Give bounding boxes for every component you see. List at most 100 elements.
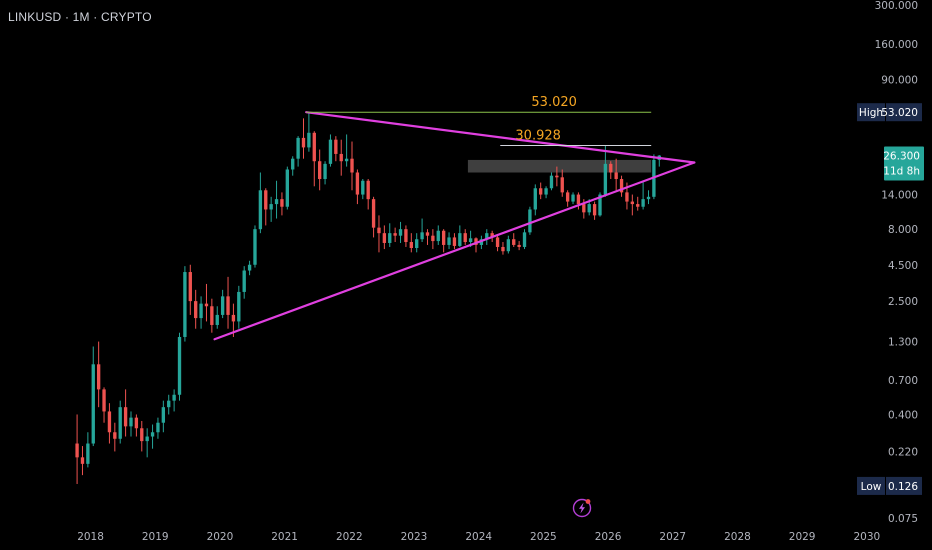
candle[interactable] bbox=[393, 227, 397, 243]
candle[interactable] bbox=[145, 428, 149, 458]
candle[interactable] bbox=[544, 186, 548, 199]
candle[interactable] bbox=[96, 341, 101, 408]
candle[interactable] bbox=[161, 400, 166, 433]
candle[interactable] bbox=[512, 233, 516, 247]
candle[interactable] bbox=[409, 233, 413, 253]
candle[interactable] bbox=[242, 266, 246, 299]
candle[interactable] bbox=[75, 414, 79, 484]
candle[interactable] bbox=[210, 298, 214, 333]
candle[interactable] bbox=[619, 175, 624, 197]
candle[interactable] bbox=[150, 424, 155, 449]
candle[interactable] bbox=[113, 422, 117, 452]
candle[interactable] bbox=[317, 149, 322, 191]
candle[interactable] bbox=[630, 194, 635, 216]
triangle-lower-line[interactable] bbox=[213, 161, 696, 341]
triangle-upper-line[interactable] bbox=[305, 111, 696, 164]
candle[interactable] bbox=[215, 306, 219, 329]
candle[interactable] bbox=[258, 172, 263, 234]
candle[interactable] bbox=[420, 218, 424, 243]
candle[interactable] bbox=[533, 184, 537, 216]
candle[interactable] bbox=[334, 136, 338, 162]
candle[interactable] bbox=[506, 235, 511, 254]
candle[interactable] bbox=[646, 190, 651, 205]
candle[interactable] bbox=[328, 134, 333, 167]
candle[interactable] bbox=[436, 225, 440, 245]
candle[interactable] bbox=[404, 225, 408, 247]
candle[interactable] bbox=[636, 196, 640, 211]
candle[interactable] bbox=[361, 179, 365, 200]
candle[interactable] bbox=[382, 225, 387, 250]
candle[interactable] bbox=[253, 225, 257, 268]
candle[interactable] bbox=[269, 196, 273, 222]
candle[interactable] bbox=[463, 229, 467, 245]
candle[interactable] bbox=[102, 387, 106, 423]
candle[interactable] bbox=[441, 229, 446, 253]
candle[interactable] bbox=[301, 118, 306, 159]
candle[interactable] bbox=[344, 134, 349, 167]
candle[interactable] bbox=[140, 420, 144, 452]
candle[interactable] bbox=[517, 241, 521, 251]
lightning-icon[interactable] bbox=[572, 498, 592, 518]
candle[interactable] bbox=[291, 156, 295, 176]
candle[interactable] bbox=[474, 237, 478, 253]
candle[interactable] bbox=[264, 188, 268, 226]
candle[interactable] bbox=[86, 432, 90, 468]
candle[interactable] bbox=[603, 145, 608, 197]
candle[interactable] bbox=[129, 411, 133, 437]
candle[interactable] bbox=[312, 131, 316, 187]
candle[interactable] bbox=[339, 139, 343, 176]
candle[interactable] bbox=[447, 232, 451, 250]
candle[interactable] bbox=[107, 403, 112, 444]
candle[interactable] bbox=[350, 141, 354, 191]
candle[interactable] bbox=[220, 289, 225, 319]
candle[interactable] bbox=[183, 266, 187, 342]
candle[interactable] bbox=[431, 229, 435, 250]
candle[interactable] bbox=[522, 229, 527, 250]
candle[interactable] bbox=[592, 201, 597, 220]
candle[interactable] bbox=[452, 233, 457, 250]
low-tag[interactable]: Low 0.126 bbox=[857, 476, 922, 495]
candle[interactable] bbox=[377, 215, 381, 253]
current-price-tag[interactable]: 26.300 11d 8h bbox=[883, 146, 924, 181]
candle[interactable] bbox=[571, 192, 575, 205]
candle[interactable] bbox=[167, 394, 171, 415]
candle[interactable] bbox=[80, 446, 85, 476]
candle[interactable] bbox=[366, 179, 370, 210]
candle[interactable] bbox=[91, 346, 95, 447]
candle[interactable] bbox=[226, 276, 230, 329]
candle[interactable] bbox=[134, 414, 139, 437]
candle[interactable] bbox=[274, 180, 279, 219]
candle[interactable] bbox=[247, 260, 252, 276]
candle[interactable] bbox=[123, 389, 128, 437]
candle[interactable] bbox=[614, 158, 618, 191]
candle[interactable] bbox=[118, 400, 122, 444]
candle[interactable] bbox=[371, 196, 376, 238]
candle[interactable] bbox=[458, 225, 462, 247]
candle[interactable] bbox=[199, 296, 203, 329]
candle[interactable] bbox=[280, 192, 284, 216]
candle[interactable] bbox=[172, 389, 176, 412]
candle[interactable] bbox=[388, 223, 392, 247]
candle[interactable] bbox=[307, 112, 311, 152]
candle[interactable] bbox=[555, 166, 559, 187]
candle[interactable] bbox=[398, 221, 403, 243]
candle[interactable] bbox=[641, 180, 645, 210]
candle[interactable] bbox=[156, 417, 160, 439]
candle[interactable] bbox=[560, 169, 564, 197]
candle[interactable] bbox=[528, 206, 532, 235]
candle[interactable] bbox=[495, 234, 500, 252]
candle[interactable] bbox=[177, 332, 182, 401]
candle[interactable] bbox=[576, 192, 581, 210]
candle[interactable] bbox=[415, 233, 419, 253]
candle[interactable] bbox=[296, 136, 300, 167]
candle[interactable] bbox=[485, 229, 489, 245]
candle[interactable] bbox=[609, 161, 613, 180]
candle[interactable] bbox=[501, 242, 505, 255]
candle[interactable] bbox=[425, 229, 430, 245]
candle[interactable] bbox=[549, 172, 554, 191]
candle[interactable] bbox=[285, 166, 289, 210]
candle[interactable] bbox=[539, 182, 543, 200]
candle[interactable] bbox=[204, 283, 209, 322]
